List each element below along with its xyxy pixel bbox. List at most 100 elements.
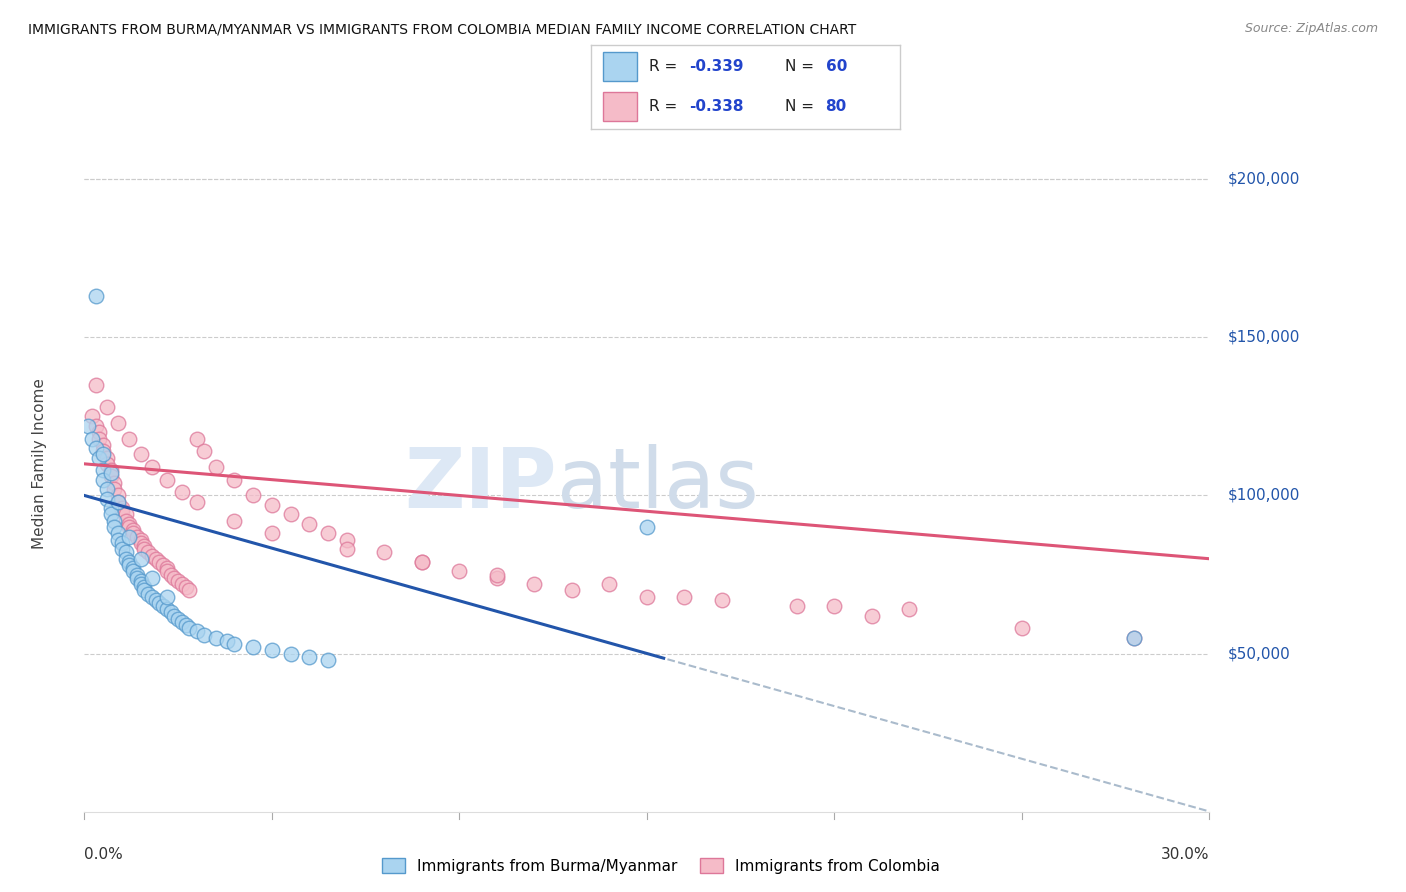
Text: Median Family Income: Median Family Income xyxy=(32,378,46,549)
Point xyxy=(118,520,141,534)
Point xyxy=(141,460,163,475)
Point xyxy=(96,491,118,506)
Point xyxy=(242,640,264,655)
Point xyxy=(100,467,122,481)
Point xyxy=(134,539,156,553)
Point xyxy=(89,432,111,446)
Point xyxy=(156,602,179,616)
Point xyxy=(107,488,129,502)
Point xyxy=(898,602,921,616)
Point xyxy=(118,516,141,531)
Text: N =: N = xyxy=(786,99,820,114)
Text: Source: ZipAtlas.com: Source: ZipAtlas.com xyxy=(1244,22,1378,36)
Point xyxy=(260,526,283,541)
Point xyxy=(1123,631,1146,645)
Point xyxy=(107,526,129,541)
Point xyxy=(125,571,148,585)
Point xyxy=(148,555,170,569)
Point xyxy=(114,551,136,566)
Text: ZIP: ZIP xyxy=(405,444,557,525)
Point xyxy=(129,536,152,550)
Point xyxy=(159,567,181,582)
Text: $150,000: $150,000 xyxy=(1227,330,1301,345)
Point xyxy=(129,577,152,591)
Point xyxy=(170,615,193,629)
Point xyxy=(156,561,179,575)
Point xyxy=(103,514,125,528)
Point xyxy=(125,530,148,544)
Text: N =: N = xyxy=(786,59,820,74)
Point xyxy=(373,545,395,559)
Point xyxy=(673,590,696,604)
Text: -0.338: -0.338 xyxy=(689,99,744,114)
Point xyxy=(103,475,125,490)
FancyBboxPatch shape xyxy=(603,92,637,120)
Point xyxy=(148,596,170,610)
Point xyxy=(170,577,193,591)
Point xyxy=(96,482,118,496)
Point xyxy=(96,400,118,414)
Text: 60: 60 xyxy=(825,59,846,74)
Point xyxy=(336,542,359,557)
Point xyxy=(174,618,197,632)
Point xyxy=(636,520,658,534)
Text: R =: R = xyxy=(650,59,682,74)
Point xyxy=(118,558,141,572)
Point xyxy=(100,508,122,522)
Text: IMMIGRANTS FROM BURMA/MYANMAR VS IMMIGRANTS FROM COLOMBIA MEDIAN FAMILY INCOME C: IMMIGRANTS FROM BURMA/MYANMAR VS IMMIGRA… xyxy=(28,22,856,37)
Point xyxy=(111,542,134,557)
Point xyxy=(100,469,122,483)
Text: $50,000: $50,000 xyxy=(1227,646,1291,661)
Text: 80: 80 xyxy=(825,99,846,114)
Point xyxy=(134,580,156,594)
Point xyxy=(111,504,134,518)
Text: $200,000: $200,000 xyxy=(1227,172,1301,186)
Point xyxy=(186,432,208,446)
Point xyxy=(260,498,283,512)
Point xyxy=(122,523,145,537)
Point xyxy=(204,631,226,645)
Point xyxy=(170,485,193,500)
Point xyxy=(174,580,197,594)
Point xyxy=(485,571,508,585)
Point xyxy=(122,561,145,575)
Point xyxy=(96,450,118,465)
Point xyxy=(134,583,156,598)
Point xyxy=(136,545,159,559)
Point xyxy=(485,567,508,582)
Point xyxy=(1123,631,1146,645)
Point xyxy=(224,473,246,487)
Point xyxy=(129,551,152,566)
Point xyxy=(129,574,152,588)
Point xyxy=(80,409,103,424)
Point xyxy=(598,577,620,591)
Point xyxy=(91,444,114,458)
Point xyxy=(107,533,129,547)
Point xyxy=(193,444,215,458)
Point xyxy=(280,508,302,522)
Point xyxy=(156,565,179,579)
Point xyxy=(96,457,118,471)
Text: R =: R = xyxy=(650,99,682,114)
Point xyxy=(636,590,658,604)
Point xyxy=(152,558,174,572)
Point xyxy=(141,571,163,585)
Point xyxy=(224,637,246,651)
Point xyxy=(125,567,148,582)
Point xyxy=(1011,621,1033,635)
Point xyxy=(145,592,167,607)
Point xyxy=(100,463,122,477)
Point xyxy=(129,533,152,547)
Point xyxy=(84,289,107,303)
Point xyxy=(136,586,159,600)
Point xyxy=(118,530,141,544)
Point xyxy=(114,508,136,522)
Point xyxy=(186,624,208,639)
Point xyxy=(159,606,181,620)
Point xyxy=(118,555,141,569)
Point xyxy=(89,450,111,465)
Point xyxy=(100,501,122,516)
Point xyxy=(167,612,190,626)
Point xyxy=(316,653,339,667)
Point xyxy=(823,599,845,614)
